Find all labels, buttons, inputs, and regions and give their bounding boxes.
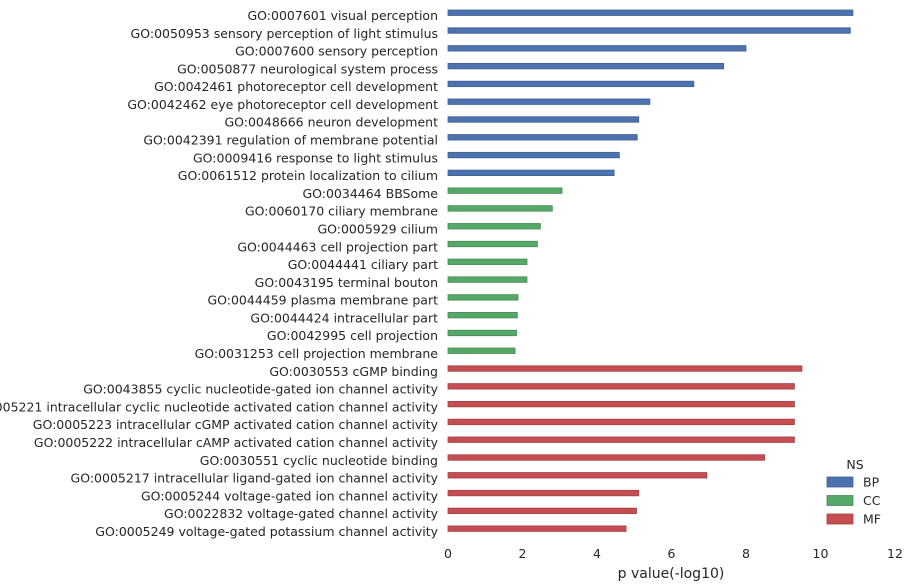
- bar-cc: [447, 347, 516, 354]
- x-tick-label: 10: [813, 546, 829, 561]
- bar-mf: [447, 436, 795, 443]
- bar-bp: [447, 134, 638, 141]
- bar-mf: [447, 418, 795, 426]
- category-label: GO:0009416 response to light stimulus: [193, 150, 438, 165]
- bar-mf: [447, 507, 637, 515]
- category-label: GO:0044424 intracellular part: [250, 310, 438, 325]
- category-label: GO:0043195 terminal bouton: [255, 275, 438, 290]
- bar-mf: [447, 383, 795, 390]
- bar-cc: [447, 187, 563, 194]
- category-label: GO:0030551 cyclic nucleotide binding: [200, 453, 438, 468]
- bar-mf: [447, 454, 766, 461]
- category-label: GO:0005244 voltage-gated ion channel act…: [141, 488, 439, 503]
- category-label: GO:0050877 neurological system process: [177, 61, 438, 76]
- category-label: GO:0044463 cell projection part: [237, 239, 438, 254]
- bar-cc: [447, 240, 538, 248]
- x-axis-ticks: 0 2 4 6 8 10 12: [444, 546, 903, 561]
- legend-swatch-bp: [826, 476, 854, 488]
- bars: [447, 9, 854, 532]
- category-label: GO:0061512 protein localization to ciliu…: [178, 168, 438, 183]
- category-label: GO:0005217 intracellular ligand-gated io…: [71, 471, 439, 486]
- category-label: GO:0005222 intracellular cAMP activated …: [34, 435, 439, 450]
- category-label: GO:0005221 intracellular cyclic nucleoti…: [0, 399, 439, 414]
- legend-title: NS: [846, 457, 863, 472]
- legend-label-bp: BP: [863, 475, 880, 490]
- category-label: GO:0030553 cGMP binding: [269, 364, 438, 379]
- bar-mf: [447, 365, 803, 372]
- legend: NS BP CC MF: [826, 457, 881, 527]
- category-label: GO:0005223 intracellular cGMP activated …: [33, 417, 439, 432]
- x-tick-label: 4: [593, 546, 601, 561]
- bar-bp: [447, 9, 854, 16]
- bar-cc: [447, 223, 541, 230]
- category-label: GO:0042461 photoreceptor cell developmen…: [154, 79, 438, 94]
- category-label: GO:0060170 ciliary membrane: [245, 204, 438, 219]
- category-label: GO:0005249 voltage-gated potassium chann…: [95, 524, 438, 539]
- category-label: GO:0044459 plasma membrane part: [207, 293, 438, 308]
- category-label: GO:0043855 cyclic nucleotide-gated ion c…: [83, 382, 438, 397]
- bar-bp: [447, 80, 695, 88]
- bar-cc: [447, 312, 518, 319]
- legend-label-mf: MF: [863, 512, 881, 527]
- bar-cc: [447, 294, 519, 301]
- category-label: GO:0044441 ciliary part: [288, 257, 438, 272]
- x-tick-label: 8: [742, 546, 750, 561]
- category-label: GO:0042995 cell projection: [267, 328, 438, 343]
- category-label: GO:0050953 sensory perception of light s…: [131, 26, 438, 41]
- category-label: GO:0031253 cell projection membrane: [195, 346, 439, 361]
- bar-bp: [447, 116, 640, 123]
- x-tick-label: 6: [668, 546, 676, 561]
- x-tick-label: 12: [887, 546, 903, 561]
- legend-swatch-cc: [826, 495, 854, 506]
- x-tick-label: 0: [444, 546, 452, 561]
- category-label: GO:0048666 neuron development: [224, 115, 438, 130]
- bar-cc: [447, 205, 553, 212]
- bar-bp: [447, 151, 620, 159]
- category-label: GO:0022832 voltage-gated channel activit…: [164, 506, 439, 521]
- bar-bp: [447, 98, 651, 105]
- category-label: GO:0034464 BBSome: [302, 186, 438, 201]
- category-label: GO:0007601 visual perception: [247, 8, 438, 23]
- legend-label-cc: CC: [863, 493, 881, 508]
- bar-cc: [447, 276, 528, 283]
- bar-bp: [447, 27, 851, 34]
- bar-cc: [447, 258, 528, 265]
- bar-bp: [447, 45, 747, 52]
- x-axis-label: p value(-log10): [618, 566, 725, 582]
- category-label: GO:0005929 cilium: [317, 221, 438, 236]
- bar-mf: [447, 472, 708, 479]
- legend-swatch-mf: [826, 513, 854, 525]
- bar-bp: [447, 62, 725, 70]
- bar-mf: [447, 525, 627, 532]
- category-labels: GO:0007601 visual perception GO:0050953 s…: [0, 8, 439, 539]
- category-label: GO:0042462 eye photoreceptor cell develo…: [127, 97, 438, 112]
- bar-bp: [447, 169, 615, 177]
- bar-mf: [447, 489, 640, 497]
- x-tick-label: 2: [519, 546, 527, 561]
- category-label: GO:0042391 regulation of membrane potent…: [143, 133, 438, 148]
- bar-mf: [447, 400, 795, 408]
- bar-cc: [447, 329, 517, 337]
- category-label: GO:0007600 sensory perception: [235, 44, 438, 59]
